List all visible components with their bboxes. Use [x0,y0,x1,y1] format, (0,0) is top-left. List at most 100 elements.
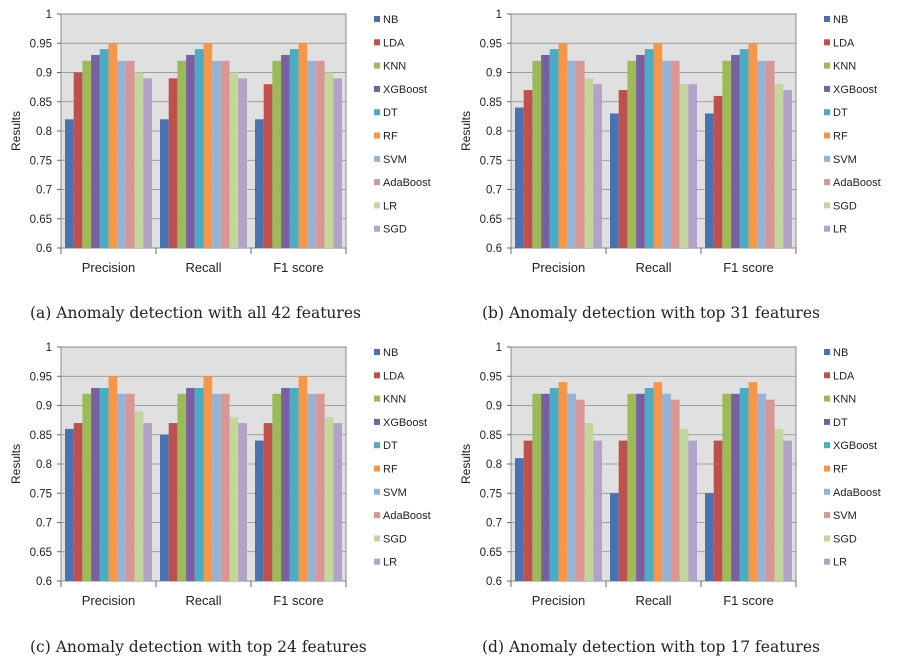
y-tick-label: 0.8 [486,459,502,471]
y-axis-label: Results [459,111,473,151]
legend-swatch-nb [374,16,380,22]
bar-knn-f1-score [272,393,282,581]
bar-lda-precision [523,90,533,248]
bar-adaboost-precision [567,393,576,581]
y-tick-label: 0.65 [30,547,52,559]
legend-label-lr: LR [833,224,847,236]
bar-sgd-f1-score [333,78,342,248]
chart-d: 0.6 0.65 0.7 0.75 0.8 0.85 0.9 0.95 1 Results Prec… [459,342,881,608]
bar-nb-recall [160,434,169,581]
legend-label-lr: LR [383,200,397,212]
legend-label-adaboost: AdaBoost [833,177,881,189]
legend-swatch-dt [374,442,380,449]
legend-swatch-dt [374,109,380,116]
y-tick-label: 0.7 [36,185,52,197]
bar-svm-f1-score [307,60,316,248]
bar-lda-f1-score [263,423,273,581]
bar-lda-f1-score [713,95,723,249]
bar-lr-f1-score [333,423,342,581]
x-tick-label: Precision [82,260,135,275]
legend-label-knn: KNN [833,61,856,73]
legend-swatch-dt [824,109,830,116]
bar-xgboost-recall [186,387,195,581]
legend-label-dt: DT [833,417,848,429]
legend-label-svm: SVM [833,510,857,522]
y-tick-label: 0.9 [486,401,502,413]
y-tick-label: 0.8 [36,459,52,471]
bar-lr-recall [688,84,697,248]
bar-xgboost-precision [549,387,559,581]
y-tick-label: 0.65 [480,214,502,226]
bar-lda-recall [168,78,178,248]
legend-label-sgd: SGD [383,533,407,545]
bar-xgboost-recall [644,387,654,581]
y-tick-label: 0.95 [480,371,502,383]
caption-a: (a) Anomaly detection with all 42 featur… [30,304,361,322]
bar-adaboost-precision [575,60,585,248]
y-tick-label: 0.8 [486,126,502,138]
bar-lr-recall [229,72,239,248]
bar-lr-precision [134,72,144,248]
bar-rf-recall [203,43,213,248]
bar-xgboost-f1-score [731,54,740,249]
bar-nb-precision [65,119,74,248]
bar-adaboost-recall [220,60,230,248]
bar-nb-recall [160,119,169,248]
bar-xgboost-precision [541,54,550,249]
bar-svm-precision [117,60,126,248]
bar-knn-recall [177,60,187,248]
bar-rf-precision [558,43,568,248]
bar-rf-f1-score [298,376,308,581]
bar-sgd-f1-score [774,428,784,581]
legend-label-rf: RF [383,131,398,143]
y-tick-label: 0.8 [36,126,52,138]
bar-adaboost-precision [125,60,135,248]
y-tick-label: 0.9 [486,68,502,80]
y-tick-label: 0.65 [30,214,52,226]
legend-label-dt: DT [383,107,398,119]
bar-nb-precision [515,107,524,248]
y-tick-label: 0.7 [36,518,52,530]
bar-dt-f1-score [289,49,299,248]
bar-dt-precision [549,49,559,248]
chart-c: 0.6 0.65 0.7 0.75 0.8 0.85 0.9 0.95 1 Results Prec… [9,342,431,608]
bar-nb-f1-score [705,493,714,581]
legend-label-lr: LR [833,557,847,569]
bar-sgd-precision [584,78,594,248]
y-tick-label: 0.95 [30,371,52,383]
legend-label-adaboost: AdaBoost [833,487,881,499]
y-tick-label: 0.75 [480,155,502,167]
y-tick-label: 0.75 [480,488,502,500]
bar-adaboost-f1-score [315,393,325,581]
legend-label-nb: NB [833,14,848,26]
bar-dt-recall [194,387,204,581]
bar-svm-precision [117,393,126,581]
legend-swatch-adaboost [824,179,830,186]
x-tick-label: F1 score [273,260,324,275]
bar-sgd-recall [679,428,689,581]
bar-dt-precision [99,387,109,581]
bar-knn-precision [82,60,92,248]
bar-nb-recall [610,113,619,248]
legend-swatch-lda [374,39,380,46]
bar-lr-f1-score [783,90,792,248]
legend-label-xgboost: XGBoost [833,440,877,452]
legend-swatch-lda [824,372,830,379]
legend-label-svm: SVM [833,154,857,166]
legend-label-nb: NB [383,14,398,26]
legend-swatch-dt [824,418,830,425]
x-tick-label: F1 score [273,593,324,608]
legend-swatch-lda [824,39,830,46]
bar-knn-precision [532,393,542,581]
bar-rf-f1-score [298,43,308,248]
bar-xgboost-precision [91,54,100,249]
legend-label-xgboost: XGBoost [833,84,877,96]
chart-a: 0.6 0.65 0.7 0.75 0.8 0.85 0.9 0.95 1 Results Prec… [9,9,431,275]
chart-panel-b: 0.6 0.65 0.7 0.75 0.8 0.85 0.9 0.95 1 Results Prec… [450,0,901,333]
bar-lda-precision [73,423,83,581]
legend-label-adaboost: AdaBoost [383,177,431,189]
y-tick-label: 0.65 [480,547,502,559]
y-tick-label: 1 [46,342,52,354]
legend-swatch-rf [824,465,830,472]
bar-nb-f1-score [255,119,264,248]
